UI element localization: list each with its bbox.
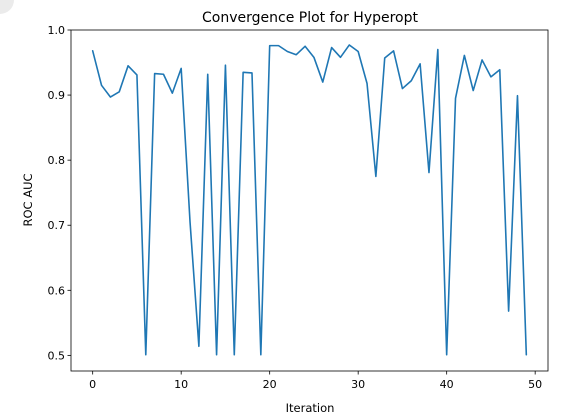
series-group (91, 44, 528, 356)
y-tick-label: 1.0 (48, 24, 66, 37)
y-axis-ticks: 0.5 0.6 0.7 0.8 0.9 1.0 (48, 24, 71, 362)
plot-area-frame (70, 29, 549, 372)
y-tick-label: 0.5 (48, 349, 66, 362)
y-tick-label: 0.9 (48, 89, 66, 102)
x-tick-label: 20 (263, 378, 277, 391)
x-tick-label: 0 (89, 378, 96, 391)
x-tick-label: 10 (174, 378, 188, 391)
y-tick-label: 0.7 (48, 219, 66, 232)
x-axis-ticks: 0 10 20 30 40 50 (89, 371, 542, 391)
x-axis-label: Iteration (286, 401, 335, 415)
y-tick-label: 0.8 (48, 154, 66, 167)
x-tick-label: 50 (528, 378, 542, 391)
x-tick-label: 40 (440, 378, 454, 391)
y-tick-label: 0.6 (48, 284, 66, 297)
x-tick-label: 30 (351, 378, 365, 391)
series-line (91, 44, 528, 356)
y-axis-label: ROC AUC (21, 173, 35, 226)
chart-title: Convergence Plot for Hyperopt (202, 10, 419, 26)
